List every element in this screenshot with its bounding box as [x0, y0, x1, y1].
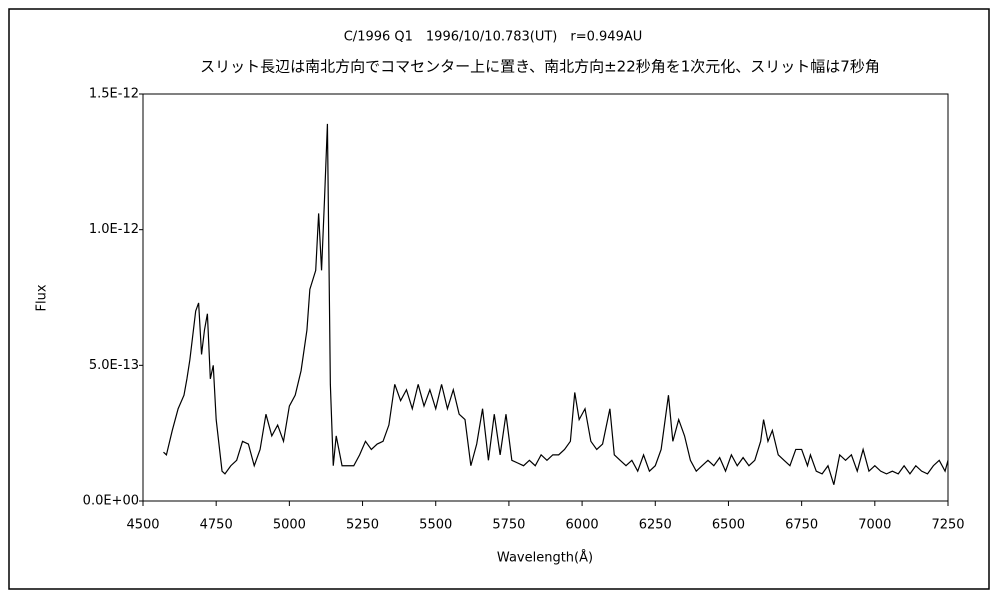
x-tick-label: 5750 — [492, 518, 525, 533]
x-tick-label: 6500 — [712, 518, 745, 533]
x-tick-label: 6750 — [785, 518, 818, 533]
y-tick-label: 1.0E-12 — [89, 222, 139, 237]
x-tick-label: 6250 — [639, 518, 672, 533]
x-tick-label: 7000 — [858, 518, 891, 533]
x-tick-label: 6000 — [566, 518, 599, 533]
y-axis-label: Flux — [35, 284, 50, 311]
x-tick-label: 4750 — [200, 518, 233, 533]
plot-area — [142, 93, 949, 502]
x-axis-label: Wavelength(Å) — [497, 550, 593, 566]
y-tick-label: 5.0E-13 — [89, 358, 139, 373]
y-tick-label: 1.5E-12 — [89, 87, 139, 102]
x-tick-label: 5250 — [346, 518, 379, 533]
chart-subtitle: スリット長辺は南北方向でコマセンター上に置き、南北方向±22秒角を1次元化、スリ… — [200, 58, 880, 76]
x-tick-label: 7250 — [931, 518, 964, 533]
chart-title: C/1996 Q1 1996/10/10.783(UT) r=0.949AU — [344, 30, 643, 45]
x-tick-label: 5500 — [419, 518, 452, 533]
x-tick-label: 5000 — [273, 518, 306, 533]
chart-frame — [8, 8, 990, 590]
x-tick-label: 4500 — [126, 518, 159, 533]
spectrum-line — [163, 123, 949, 485]
y-tick-label: 0.0E+00 — [83, 494, 139, 509]
